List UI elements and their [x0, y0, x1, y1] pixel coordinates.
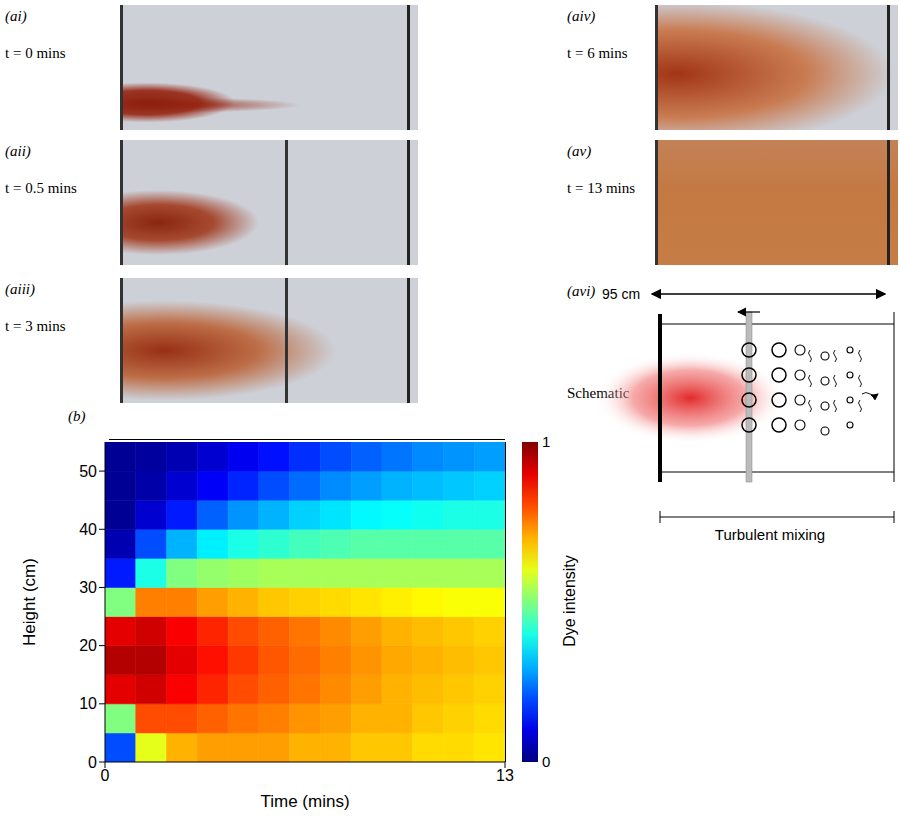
html-text:(ai): (ai)	[5, 8, 27, 24]
svg-text:30: 30	[79, 579, 97, 596]
html-text:t = 13 mins: t = 13 mins	[567, 180, 636, 196]
html-text:0: 0	[542, 753, 551, 770]
html-text:Height (cm): Height (cm)	[20, 558, 39, 646]
html-text:(aiii): (aiii)	[5, 281, 35, 297]
html-text:(aiv): (aiv)	[567, 8, 596, 24]
svg-text:95 cm: 95 cm	[602, 286, 640, 302]
svg-text:13: 13	[496, 767, 514, 784]
html-text:Dye intensity: Dye intensity	[561, 555, 578, 647]
html-text:t = 3 mins: t = 3 mins	[5, 318, 66, 334]
html-text:t = 0 mins: t = 0 mins	[5, 45, 66, 61]
html-text:Time (mins): Time (mins)	[260, 792, 350, 811]
html-text:Schematic: Schematic	[567, 385, 630, 401]
svg-text:0: 0	[101, 767, 110, 784]
svg-text:20: 20	[79, 637, 97, 654]
html-text:t = 6 mins: t = 6 mins	[567, 45, 628, 61]
html-text:(aii): (aii)	[5, 143, 31, 159]
html-text:(b): (b)	[68, 408, 86, 424]
svg-text:0: 0	[88, 754, 97, 771]
svg-text:40: 40	[79, 521, 97, 538]
html-text:1: 1	[542, 433, 551, 450]
html-text:(av): (av)	[567, 143, 592, 159]
svg-text:50: 50	[79, 463, 97, 480]
svg-text:10: 10	[79, 695, 97, 712]
html-text:t = 0.5 mins: t = 0.5 mins	[5, 180, 77, 196]
html-text:(avi): (avi)	[567, 283, 596, 299]
html-text:Turbulent mixing: Turbulent mixing	[714, 526, 826, 543]
